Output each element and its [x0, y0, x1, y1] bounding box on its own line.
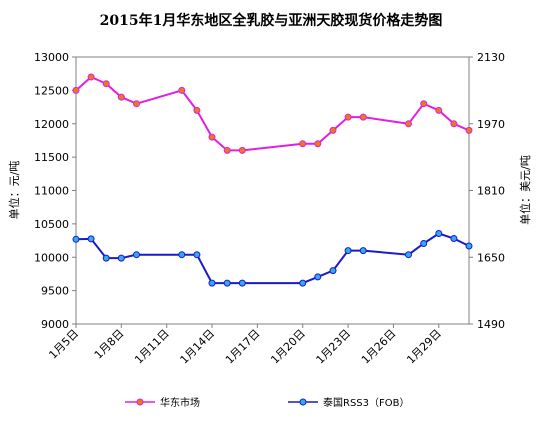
data-point-thai-rss3 — [87, 235, 95, 243]
right-tick-label: 1970 — [477, 118, 505, 131]
data-point-east-china — [208, 133, 216, 141]
left-axis-label: 单位：元/吨 — [7, 161, 21, 220]
left-axis-ticks: 9000 9500 10000 10500 11000 11500 12000 12500 13… — [34, 51, 76, 331]
data-point-east-china — [329, 126, 337, 134]
data-point-east-china — [238, 146, 246, 154]
data-point-thai-rss3 — [344, 247, 352, 255]
right-tick-label: 1810 — [477, 185, 505, 198]
x-axis-ticks: 1月5日 1月8日 1月11日 1月14日 1月17日 1月20日 1月23日 1月26日 1月… — [46, 324, 444, 367]
data-point-east-china — [405, 120, 412, 128]
right-axis-label: 单位：美元/吨 — [518, 155, 532, 225]
data-point-east-china — [133, 100, 140, 108]
left-tick-label: 13000 — [34, 51, 69, 64]
left-tick-label: 9500 — [41, 285, 69, 298]
right-axis-ticks: 1490 1650 1810 1970 2130 — [469, 51, 505, 331]
data-point-east-china — [72, 86, 80, 94]
right-tick-label: 2130 — [477, 51, 505, 64]
left-tick-label: 11000 — [34, 185, 69, 198]
data-point-thai-rss3 — [133, 251, 140, 259]
data-point-thai-rss3 — [465, 242, 473, 250]
legend: 华东市场 泰国RSS3（FOB） — [125, 396, 410, 409]
data-point-east-china — [420, 100, 428, 108]
x-tick-label: 1月20日 — [268, 327, 308, 367]
series-line-thai-rss3 — [75, 232, 470, 285]
left-tick-label: 9000 — [41, 318, 69, 331]
left-tick-label: 12500 — [34, 84, 69, 97]
data-point-east-china — [178, 86, 186, 94]
x-tick-label: 1月23日 — [314, 327, 354, 367]
x-tick-label: 1月26日 — [359, 327, 399, 367]
data-point-east-china — [117, 93, 125, 101]
data-point-east-china — [314, 140, 322, 148]
data-point-east-china — [193, 106, 201, 114]
x-tick-label: 1月5日 — [46, 327, 81, 362]
x-tick-label: 1月14日 — [178, 327, 218, 367]
x-tick-label: 1月8日 — [92, 327, 127, 362]
data-point-thai-rss3 — [72, 235, 80, 243]
legend-label-thai-rss3: 泰国RSS3（FOB） — [323, 396, 410, 409]
data-point-thai-rss3 — [420, 240, 428, 247]
data-point-east-china — [223, 146, 231, 154]
legend-item-east-china: 华东市场 — [125, 396, 200, 409]
series-line-east-china — [75, 75, 470, 152]
chart-title: 2015年1月华东地区全乳胶与亚洲天胶现货价格走势图 — [100, 12, 443, 29]
data-point-east-china — [359, 113, 367, 121]
data-point-east-china — [299, 140, 307, 148]
x-tick-label: 1月29日 — [404, 327, 444, 367]
data-point-thai-rss3 — [450, 235, 458, 242]
legend-item-thai-rss3: 泰国RSS3（FOB） — [288, 396, 410, 409]
data-point-east-china — [344, 113, 352, 121]
data-point-east-china — [102, 80, 110, 88]
series-layer — [72, 73, 473, 287]
data-point-east-china — [87, 73, 95, 81]
data-point-thai-rss3 — [359, 247, 367, 255]
data-point-thai-rss3 — [193, 251, 201, 259]
right-tick-label: 1490 — [477, 318, 505, 331]
data-point-thai-rss3 — [435, 230, 443, 237]
data-point-thai-rss3 — [405, 251, 412, 259]
data-point-thai-rss3 — [178, 251, 186, 259]
legend-marker-thai-rss3 — [299, 398, 307, 406]
data-point-thai-rss3 — [208, 279, 216, 287]
legend-marker-east-china — [136, 398, 144, 406]
x-tick-label: 1月17日 — [223, 327, 263, 367]
legend-label-east-china: 华东市场 — [160, 396, 200, 409]
right-tick-label: 1650 — [477, 251, 505, 264]
x-tick-label: 1月11日 — [132, 327, 172, 367]
left-tick-label: 11500 — [34, 151, 69, 164]
data-point-thai-rss3 — [314, 273, 322, 281]
left-tick-label: 10500 — [34, 218, 69, 231]
left-tick-label: 12000 — [34, 118, 69, 131]
left-tick-label: 10000 — [34, 251, 69, 264]
data-point-thai-rss3 — [299, 279, 307, 287]
data-point-thai-rss3 — [223, 279, 231, 287]
data-point-thai-rss3 — [329, 267, 337, 275]
data-point-east-china — [465, 126, 473, 134]
data-point-thai-rss3 — [102, 254, 110, 262]
data-point-east-china — [435, 106, 443, 114]
data-point-east-china — [450, 120, 458, 128]
data-point-thai-rss3 — [238, 279, 246, 287]
data-point-thai-rss3 — [117, 254, 125, 262]
